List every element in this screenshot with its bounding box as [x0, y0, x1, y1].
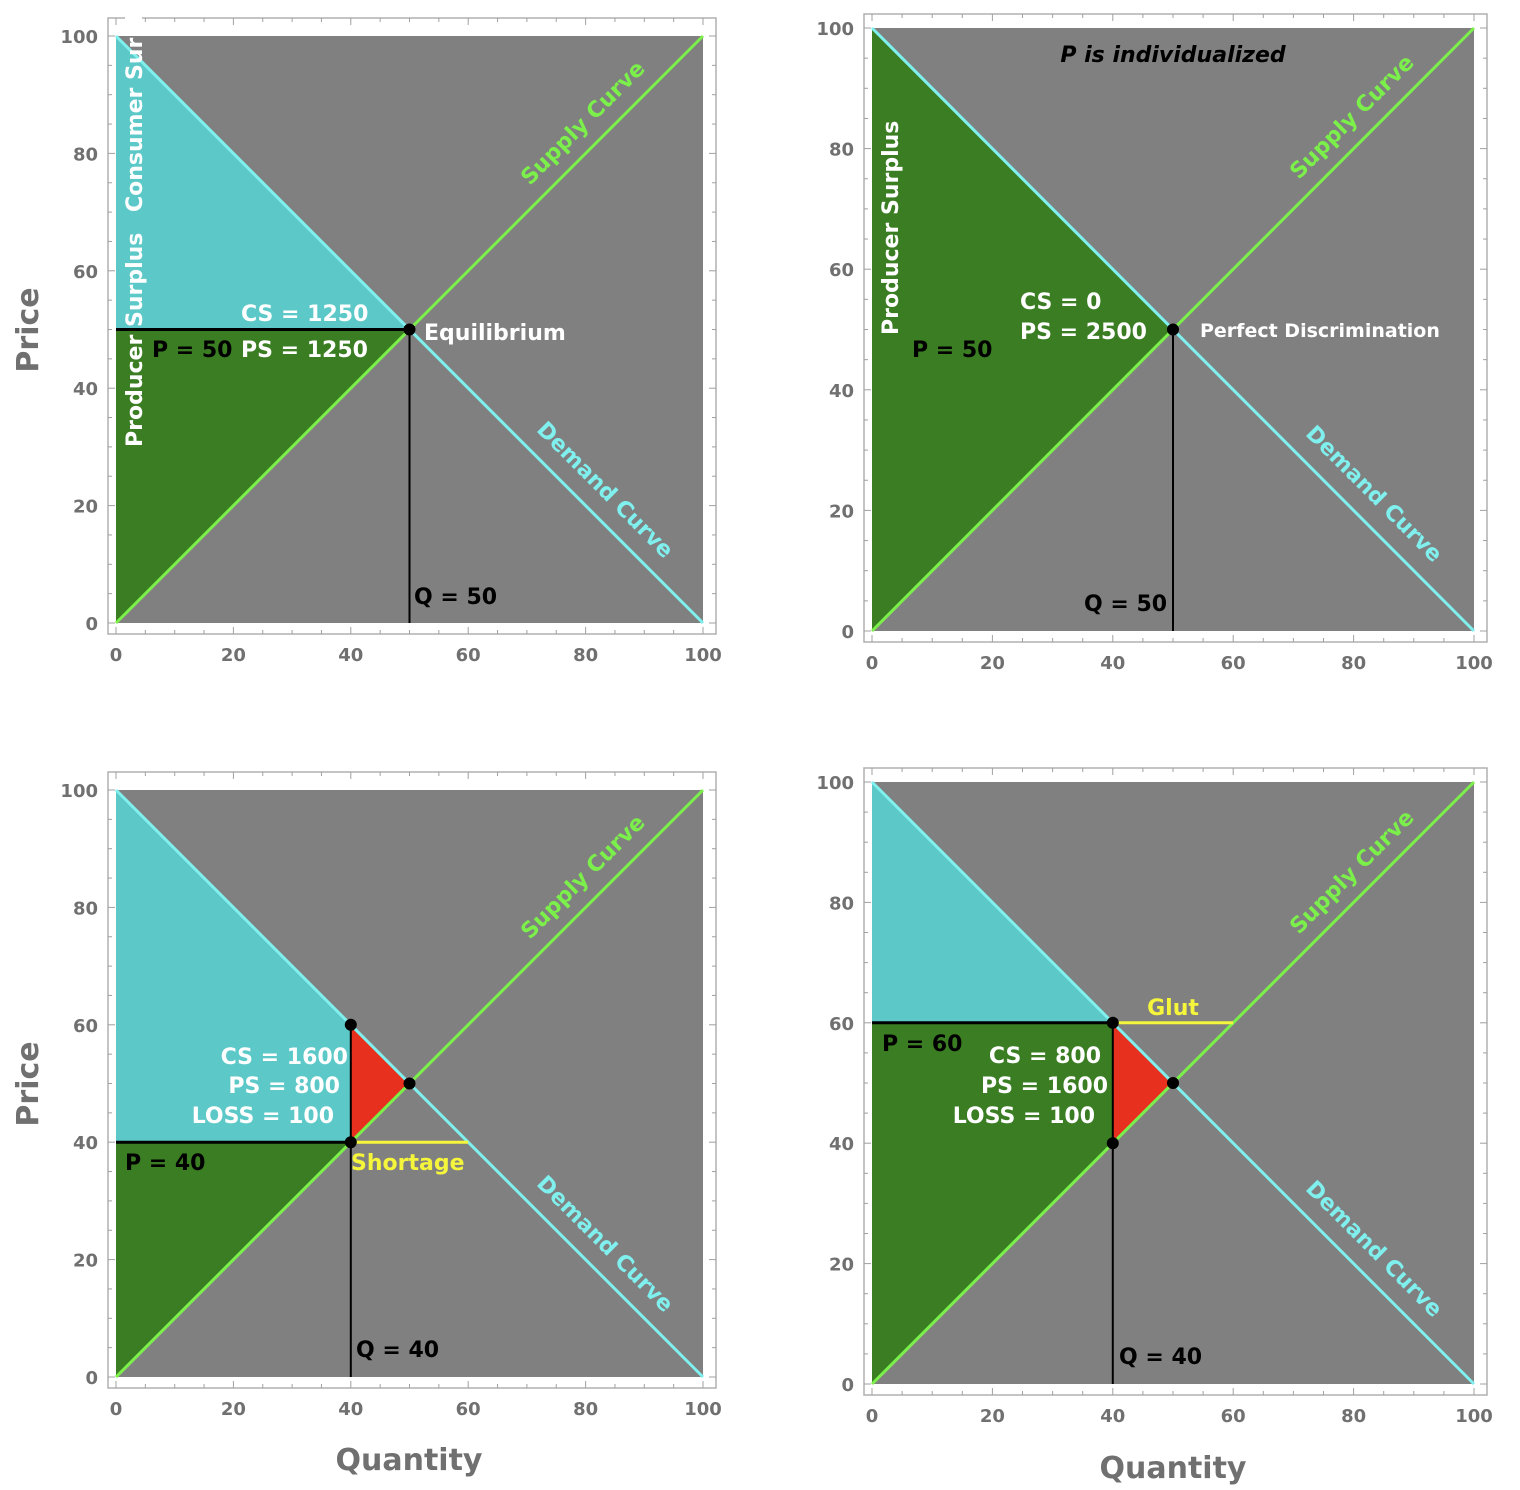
producer-surplus-region [872, 28, 1173, 631]
x-tick-label: 60 [1221, 1406, 1246, 1427]
x-tick-label: 0 [110, 645, 123, 666]
data-point [403, 323, 416, 336]
surplus-stat-label: CS = 0 [1020, 290, 1101, 315]
surplus-stat-label: PS = 1250 [241, 338, 368, 363]
data-point [1106, 1137, 1119, 1150]
quantity-label: Q = 50 [414, 585, 497, 610]
x-tick-label: 0 [110, 1399, 123, 1420]
producer-surplus-label: Producer Surplus [123, 233, 148, 447]
y-tick-label: 40 [829, 381, 854, 402]
x-tick-label: 20 [980, 653, 1005, 674]
y-tick-label: 40 [829, 1134, 854, 1155]
x-tick-label: 40 [1100, 1406, 1125, 1427]
y-tick-label: 0 [85, 614, 98, 635]
y-tick-label: 100 [816, 773, 854, 794]
quantity-label: Q = 40 [1119, 1345, 1202, 1370]
y-tick-label: 60 [73, 262, 98, 283]
y-tick-label: 0 [85, 1368, 98, 1389]
x-tick-label: 20 [221, 645, 246, 666]
surplus-stat-label: CS = 1600 [221, 1045, 348, 1070]
x-tick-label: 100 [684, 1399, 722, 1420]
x-tick-label: 0 [866, 653, 879, 674]
y-tick-label: 80 [829, 140, 854, 161]
price-label: P = 50 [912, 338, 993, 363]
x-tick-label: 80 [1341, 653, 1366, 674]
y-tick-label: 80 [73, 898, 98, 919]
producer-surplus-region [872, 1022, 1113, 1384]
y-tick-label: 0 [841, 1375, 854, 1396]
y-tick-label: 100 [816, 19, 854, 40]
point-label: Perfect Discrimination [1200, 320, 1440, 342]
chart-title: P is individualized [1060, 43, 1286, 68]
point-label: Equilibrium [424, 321, 566, 346]
x-tick-label: 100 [684, 645, 722, 666]
y-tick-label: 0 [841, 622, 854, 643]
y-axis-label-bottom: Price [11, 1041, 46, 1126]
x-tick-label: 60 [1221, 653, 1246, 674]
y-tick-label: 100 [60, 27, 98, 48]
x-tick-label: 40 [338, 1399, 363, 1420]
surplus-stat-label: LOSS = 100 [192, 1104, 334, 1129]
data-point [1167, 1077, 1179, 1089]
gap-label: Shortage [351, 1151, 465, 1176]
surplus-stat-label: PS = 1600 [981, 1074, 1108, 1099]
x-axis-label-left: Quantity [336, 1443, 483, 1478]
data-point [403, 1077, 416, 1090]
producer-surplus-label: Producer Surplus [879, 121, 904, 335]
x-tick-label: 40 [338, 645, 363, 666]
y-tick-label: 40 [73, 1133, 98, 1154]
y-tick-label: 60 [829, 260, 854, 281]
loss-region [350, 1024, 410, 1143]
surplus-stat-label: CS = 800 [989, 1044, 1101, 1069]
data-point [1167, 323, 1179, 336]
consumer-surplus-region [116, 790, 351, 1143]
surplus-stat-label: PS = 800 [228, 1074, 340, 1099]
y-tick-label: 100 [60, 781, 98, 802]
quantity-label: Q = 50 [1084, 592, 1167, 617]
y-tick-label: 60 [73, 1016, 98, 1037]
data-point [1106, 1016, 1119, 1029]
surplus-stat-label: PS = 2500 [1020, 320, 1147, 345]
x-tick-label: 60 [456, 1399, 481, 1420]
loss-region [1112, 1022, 1173, 1144]
x-tick-label: 0 [866, 1406, 879, 1427]
x-tick-label: 20 [980, 1406, 1005, 1427]
y-tick-label: 80 [829, 893, 854, 914]
y-axis-label-top: Price [11, 287, 46, 372]
x-axis-label-right: Quantity [1100, 1451, 1247, 1486]
surplus-stat-label: CS = 1250 [241, 302, 368, 327]
gap-label: Glut [1147, 996, 1199, 1021]
y-tick-label: 80 [73, 144, 98, 165]
price-label: P = 50 [152, 338, 233, 363]
y-tick-label: 20 [73, 497, 98, 518]
quantity-label: Q = 40 [356, 1338, 439, 1363]
data-point [344, 1018, 357, 1031]
x-tick-label: 80 [573, 645, 598, 666]
y-tick-label: 20 [829, 501, 854, 522]
x-tick-label: 20 [221, 1399, 246, 1420]
consumer-surplus-label: Consumer Surplus [123, 0, 148, 212]
y-tick-label: 40 [73, 379, 98, 400]
price-label: P = 60 [882, 1032, 963, 1057]
y-tick-label: 20 [829, 1255, 854, 1276]
price-label: P = 40 [125, 1151, 206, 1176]
x-tick-label: 80 [573, 1399, 598, 1420]
x-tick-label: 40 [1100, 653, 1125, 674]
data-point [344, 1136, 357, 1149]
x-tick-label: 80 [1341, 1406, 1366, 1427]
y-tick-label: 20 [73, 1251, 98, 1272]
y-tick-label: 60 [829, 1014, 854, 1035]
surplus-stat-label: LOSS = 100 [953, 1104, 1095, 1129]
x-tick-label: 100 [1455, 1406, 1493, 1427]
x-tick-label: 100 [1455, 653, 1493, 674]
x-tick-label: 60 [456, 645, 481, 666]
